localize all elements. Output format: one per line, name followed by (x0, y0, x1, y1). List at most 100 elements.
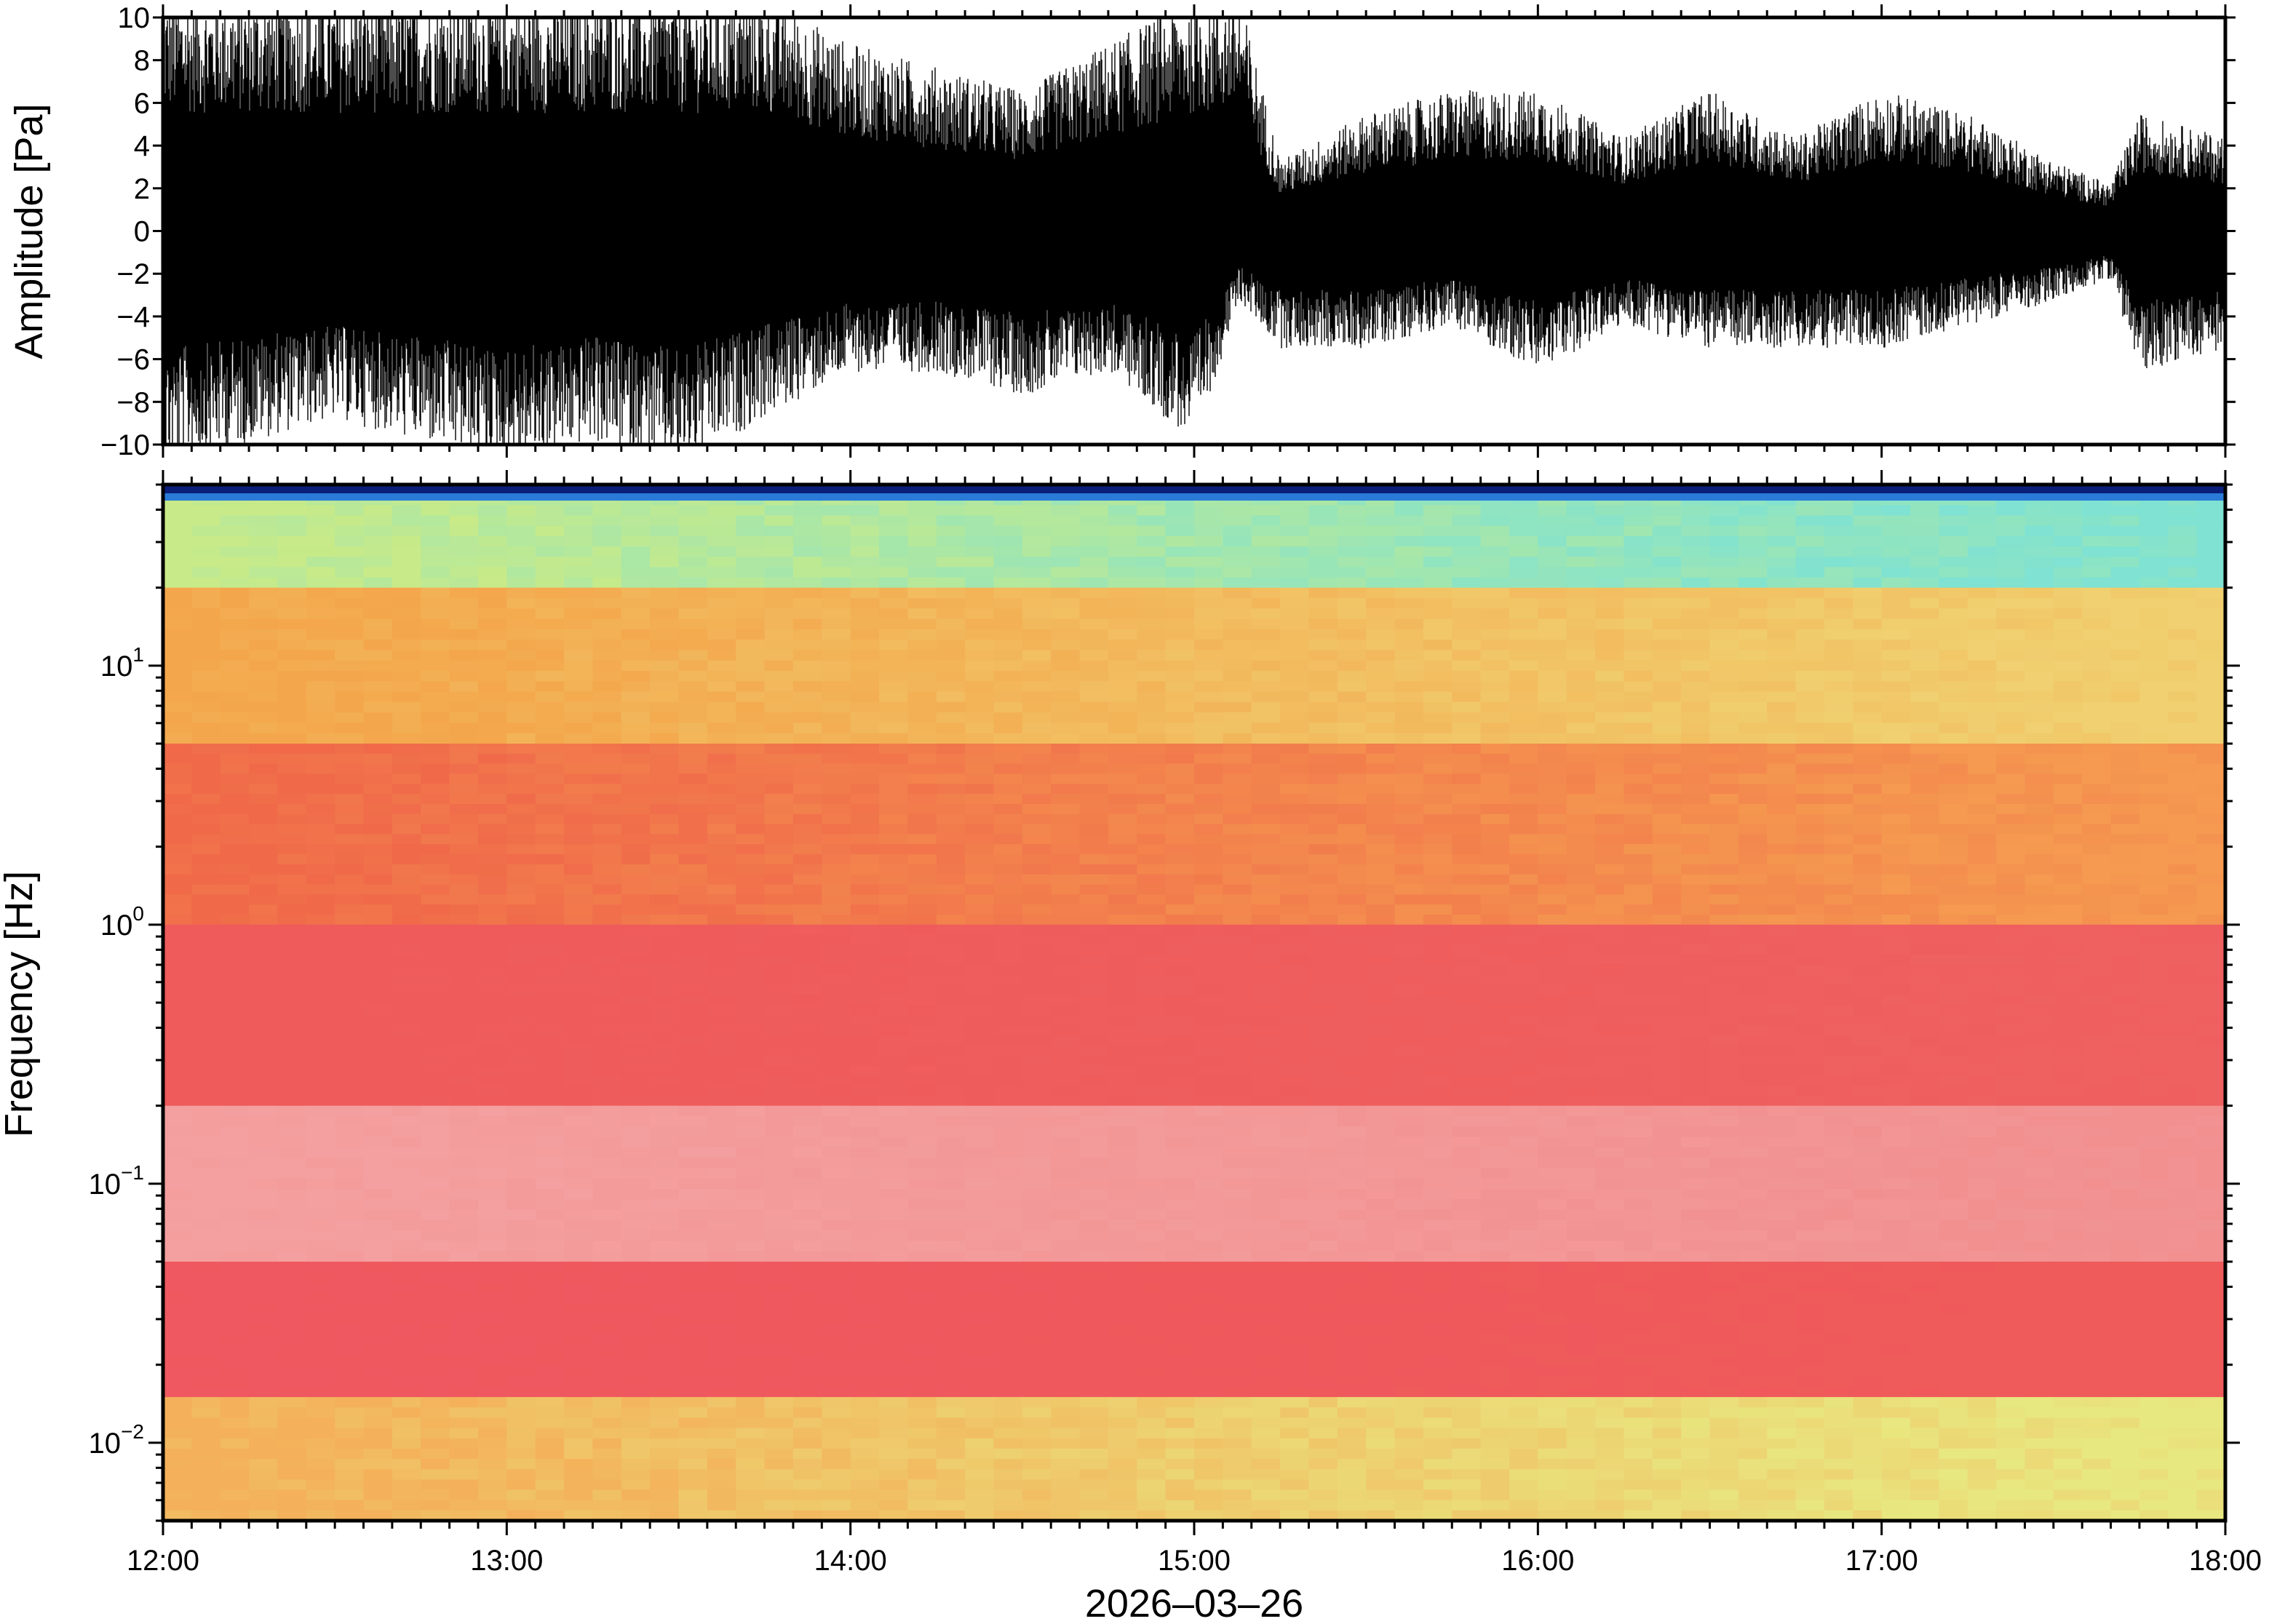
spectrogram-cell (564, 1105, 594, 1117)
spectrogram-cell (879, 834, 909, 845)
spectrogram-cell (1051, 650, 1081, 661)
spectrogram-cell (1795, 844, 1825, 855)
spectrogram-cell (220, 984, 250, 996)
spectrogram-cell (879, 1178, 909, 1190)
spectrogram-cell (249, 701, 279, 714)
spectrogram-cell (1824, 629, 1854, 641)
spectrogram-cell (792, 944, 823, 956)
spectrogram-cell (1165, 864, 1195, 875)
spectrogram-cell (163, 874, 193, 885)
spectrogram-cell (1452, 955, 1482, 966)
spectrogram-cell (478, 1158, 508, 1169)
spectrogram-cell (1795, 984, 1825, 996)
spectrogram-cell (2053, 763, 2083, 775)
spectrogram-cell (707, 546, 737, 558)
spectrogram-cell (2082, 944, 2112, 956)
spectrogram-cell (1194, 874, 1224, 885)
spectrogram-cell (220, 723, 250, 734)
spectrogram-cell (363, 753, 393, 765)
spectrogram-cell (449, 934, 479, 946)
spectrogram-cell (1366, 546, 1396, 558)
spectrogram-cell (650, 546, 680, 558)
spectrogram-cell (1423, 525, 1453, 537)
spectrogram-cell (736, 577, 766, 589)
spectrogram-cell (1652, 608, 1682, 620)
spectrogram-cell (1509, 701, 1539, 714)
spectrogram-cell (1022, 995, 1052, 1006)
spectrogram-cell (1767, 650, 1797, 661)
spectrogram-cell (792, 955, 823, 966)
spectrogram-cell (792, 618, 823, 630)
spectrogram-cell (1709, 803, 1739, 815)
spectrogram-cell (478, 1075, 508, 1086)
spectrogram-cell (1939, 640, 1968, 651)
spectrogram-cell (1051, 824, 1081, 835)
spectrogram-cell (2139, 618, 2169, 630)
spectrogram-cell (335, 915, 365, 926)
spectrogram-cell (449, 794, 479, 805)
spectrogram-cell (2024, 1065, 2054, 1077)
spectrogram-cell (1394, 784, 1424, 795)
spectrogram-cell (1308, 567, 1338, 578)
spectrogram-cell (1910, 763, 1940, 775)
spectrogram-cell (191, 794, 221, 805)
spectrogram-cell (449, 515, 479, 527)
spectrogram-cell (1624, 773, 1653, 785)
spectrogram-cell (1595, 884, 1625, 896)
spectrogram-cell (249, 681, 279, 693)
spectrogram-cell (1480, 784, 1510, 795)
spectrogram-cell (535, 557, 565, 568)
spectrogram-cell (564, 1158, 594, 1169)
spectrogram-cell (1480, 844, 1510, 855)
spectrogram-cell (1566, 691, 1597, 703)
spectrogram-cell (1308, 650, 1338, 661)
spectrogram-cell (1910, 660, 1940, 672)
spectrogram-cell (1566, 995, 1597, 1006)
spectrogram-cell (1910, 904, 1940, 915)
spectrogram-cell (535, 904, 565, 915)
spectrogram-cell (1051, 608, 1081, 620)
spectrogram-cell (1452, 904, 1482, 915)
spectrogram-cell (2196, 844, 2225, 855)
spectrogram-cell (1423, 712, 1453, 724)
spectrogram-cell (907, 803, 937, 815)
spectrogram-cell (2082, 557, 2112, 568)
spectrogram-cell (1709, 660, 1739, 672)
spectrogram-cell (792, 629, 823, 641)
spectrogram-cell (1337, 1075, 1367, 1086)
spectrogram-cell (249, 965, 279, 976)
spectrogram-cell (220, 834, 250, 845)
spectrogram-cell (2196, 1055, 2225, 1067)
spectrogram-cell (936, 894, 966, 906)
spectrogram-cell (1939, 864, 1968, 875)
spectrogram-cell (2139, 640, 2169, 651)
spectrogram-cell (678, 681, 708, 693)
spectrogram-cell (449, 1199, 479, 1211)
spectrogram-cell (1108, 671, 1138, 682)
spectrogram-cell (1337, 557, 1367, 568)
spectrogram-cell (1480, 691, 1510, 703)
spectrogram-cell (1595, 640, 1625, 651)
spectrogram-cell (1624, 577, 1653, 589)
spectrogram-cell (1337, 1015, 1367, 1026)
spectrogram-cell (621, 955, 651, 966)
spectrogram-cell (1709, 567, 1739, 578)
spectrogram-cell (1337, 984, 1367, 996)
spectrogram-cell (1738, 824, 1768, 835)
spectrogram-cell (736, 773, 766, 785)
spectrogram-cell (2168, 975, 2198, 986)
spectrogram-cell (1595, 1055, 1625, 1067)
spectrogram-cell (1337, 536, 1367, 547)
spectrogram-cell (506, 763, 536, 775)
spectrogram-cell (707, 691, 737, 703)
spectrogram-cell (822, 567, 851, 578)
spectrogram-cell (1967, 723, 1998, 734)
spectrogram-cell (1595, 701, 1625, 714)
spectrogram-cell (2082, 723, 2112, 734)
spectrogram-cell (335, 924, 365, 936)
spectrogram-cell (592, 834, 622, 845)
spectrogram-cell (707, 1209, 737, 1221)
spectrogram-cell (764, 854, 794, 865)
spectrogram-cell (335, 803, 365, 815)
spectrogram-cell (1108, 567, 1138, 578)
